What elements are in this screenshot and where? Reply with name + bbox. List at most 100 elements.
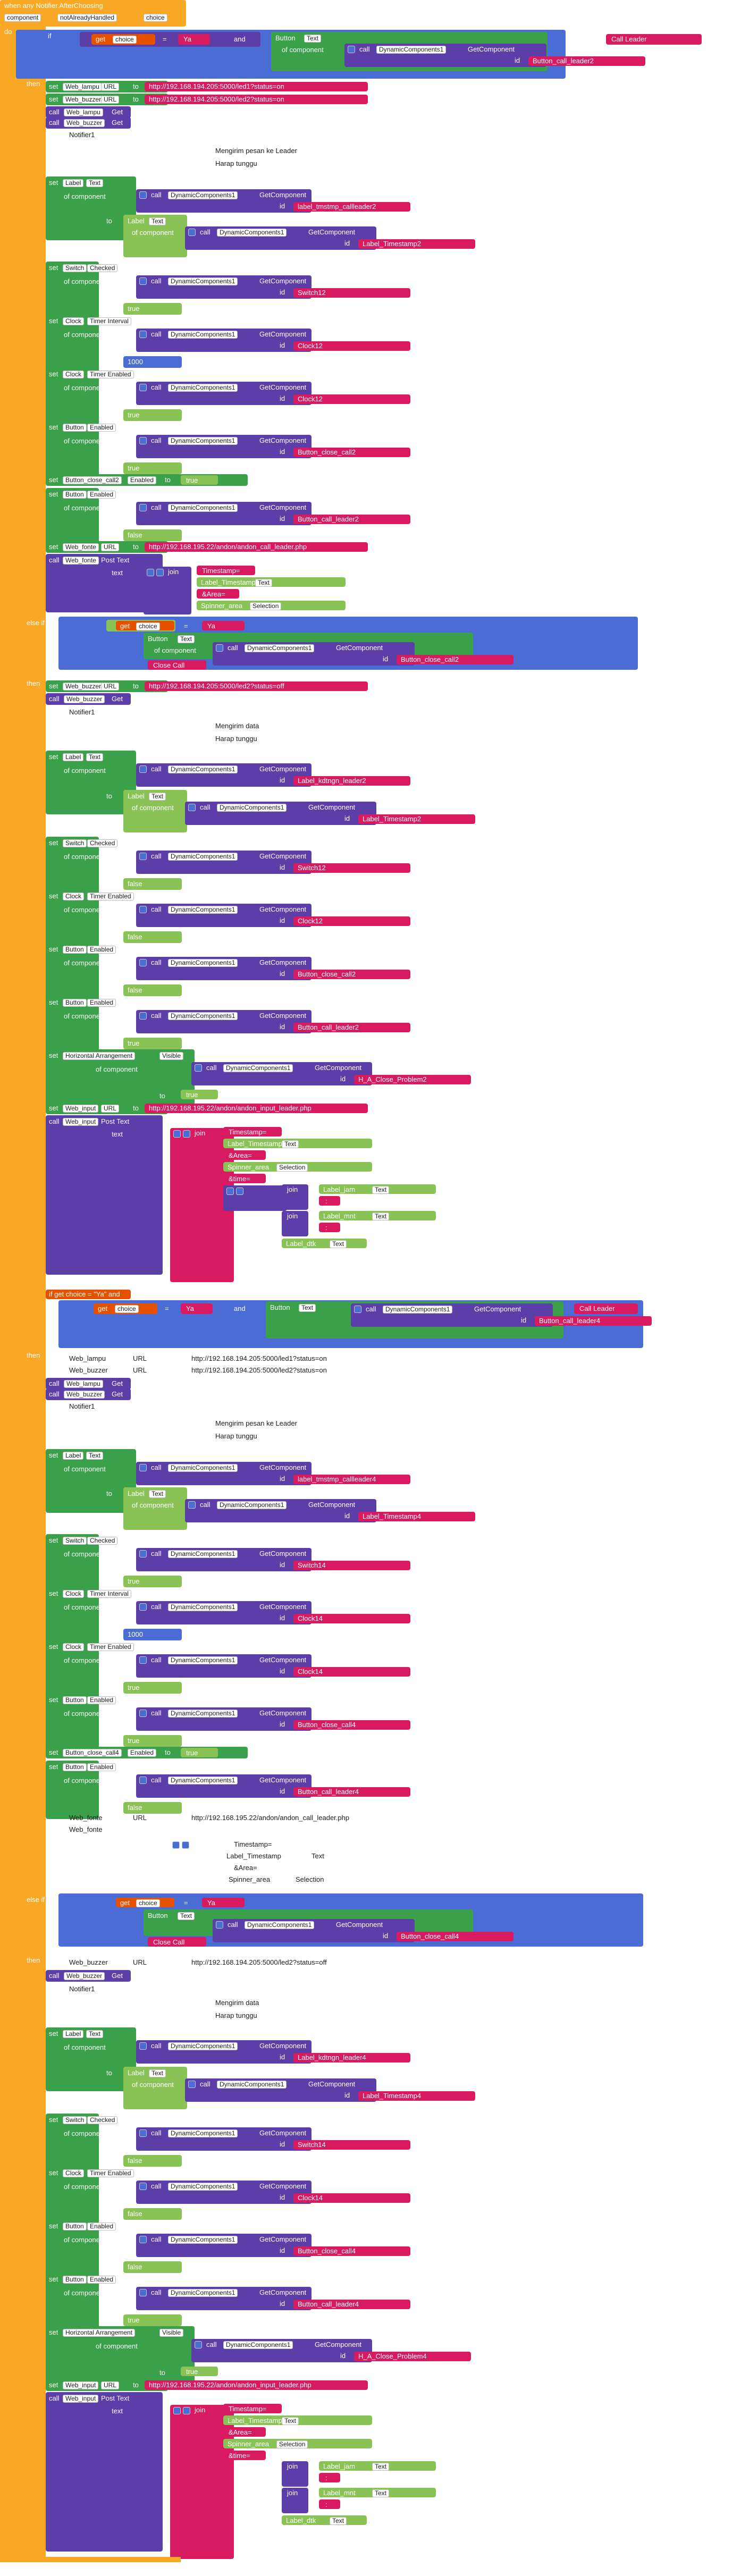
gear-icon[interactable] [156, 569, 164, 576]
text-slot[interactable]: Label [63, 179, 84, 187]
id-text-block[interactable] [293, 1561, 410, 1570]
text-slot[interactable]: Timer Enabled [87, 1643, 134, 1651]
text-slot[interactable]: DynamicComponents1 [383, 1306, 453, 1314]
text-block[interactable] [319, 2473, 340, 2482]
text-slot[interactable]: DynamicComponents1 [168, 437, 238, 445]
text-slot[interactable]: DynamicComponents1 [168, 191, 238, 199]
join-block[interactable] [282, 2488, 308, 2513]
text-block[interactable] [574, 1303, 638, 1314]
text-slot[interactable]: DynamicComponents1 [217, 804, 287, 812]
id-text-block[interactable] [358, 239, 475, 249]
text-slot[interactable]: Button_close_call4 [63, 1749, 122, 1757]
id-text-block[interactable] [293, 916, 410, 926]
text-slot[interactable]: Web_input [63, 2381, 99, 2389]
id-text-block[interactable] [293, 2300, 410, 2309]
text-slot[interactable]: Text [372, 1186, 390, 1194]
text-slot[interactable]: Text [304, 35, 322, 43]
text-slot[interactable]: Text [372, 1213, 390, 1220]
text-slot[interactable]: DynamicComponents1 [168, 2183, 238, 2191]
text-slot[interactable]: DynamicComponents1 [168, 2129, 238, 2137]
text-slot[interactable]: URL [101, 83, 120, 91]
text-slot[interactable]: Button [63, 2276, 87, 2284]
gear-icon[interactable] [216, 644, 223, 652]
text-slot[interactable]: Text [178, 1912, 195, 1920]
text-slot[interactable]: Selection [276, 1164, 308, 1172]
id-text-block[interactable] [293, 341, 410, 351]
text-slot[interactable]: Button [63, 424, 87, 432]
id-text-block[interactable] [293, 970, 410, 979]
text-slot[interactable]: Text [372, 2489, 390, 2497]
gear-icon[interactable] [183, 1130, 190, 1138]
id-text-block[interactable] [293, 863, 410, 873]
id-text-block[interactable] [293, 202, 410, 212]
gear-icon[interactable] [173, 2407, 181, 2414]
gear-icon[interactable] [236, 1188, 243, 1195]
text-slot[interactable]: Clock [63, 1643, 85, 1651]
text-slot[interactable]: Clock [63, 893, 85, 900]
gear-icon[interactable] [188, 229, 196, 236]
param-not-already-handled[interactable]: notAlreadyHandled [57, 14, 117, 22]
text-slot[interactable]: DynamicComponents1 [168, 504, 238, 512]
id-text-block[interactable] [354, 2352, 471, 2361]
value-block[interactable] [123, 303, 182, 315]
value-block[interactable] [123, 2314, 182, 2326]
text-slot[interactable]: Checked [87, 264, 118, 272]
text-block[interactable] [202, 1898, 245, 1907]
text-slot[interactable]: Switch [63, 1537, 87, 1545]
param-component[interactable]: component [4, 14, 41, 22]
text-block[interactable] [223, 2427, 266, 2437]
true-block[interactable] [181, 1748, 218, 1757]
text-slot[interactable]: Button [63, 999, 87, 1007]
text-slot[interactable]: Text [149, 1490, 166, 1498]
gear-icon[interactable] [139, 191, 147, 199]
text-slot[interactable]: DynamicComponents1 [168, 1656, 238, 1664]
post-text-block[interactable] [46, 2392, 163, 2552]
gear-icon[interactable] [226, 1188, 234, 1195]
gear-icon[interactable] [188, 1501, 196, 1509]
text-slot[interactable]: DynamicComponents1 [217, 1501, 287, 1509]
text-slot[interactable]: DynamicComponents1 [376, 46, 447, 54]
text-slot[interactable]: Button [63, 2223, 87, 2230]
text-slot[interactable]: DynamicComponents1 [168, 1603, 238, 1611]
text-slot[interactable]: Enabled [87, 2223, 116, 2230]
text-slot[interactable]: Web_lampu [63, 83, 102, 91]
text-slot[interactable]: Switch [63, 2116, 87, 2124]
text-slot[interactable]: Horizontal Arrangement [63, 2329, 136, 2337]
gear-icon[interactable] [139, 2183, 147, 2190]
text-slot[interactable]: Web_fonte [63, 543, 99, 551]
value-block[interactable] [123, 984, 182, 996]
gear-icon[interactable] [139, 2289, 147, 2296]
gear-icon[interactable] [139, 1464, 147, 1471]
value-block[interactable] [123, 356, 182, 368]
if-header-block[interactable] [46, 1290, 131, 1299]
text-slot[interactable]: Enabled [87, 1696, 116, 1704]
join-block[interactable] [282, 1211, 308, 1236]
id-text-block[interactable] [293, 1475, 410, 1484]
text-block[interactable] [223, 2451, 266, 2460]
gear-icon[interactable] [139, 331, 147, 338]
value-block[interactable] [123, 1735, 182, 1747]
text-slot[interactable]: Web_input [63, 1105, 99, 1113]
id-text-block[interactable] [293, 288, 410, 298]
text-slot[interactable]: Text [86, 179, 104, 187]
gear-icon[interactable] [139, 765, 147, 773]
value-block[interactable] [123, 878, 182, 890]
text-slot[interactable]: Clock [63, 2169, 85, 2177]
gear-icon[interactable] [139, 1012, 147, 1020]
text-slot[interactable]: URL [101, 683, 120, 691]
gear-icon[interactable] [195, 2341, 202, 2348]
text-slot[interactable]: Clock [63, 371, 85, 378]
text-slot[interactable]: Timer Enabled [87, 2169, 134, 2177]
text-block[interactable] [223, 1174, 266, 1183]
text-slot[interactable]: URL [101, 1105, 120, 1113]
text-slot[interactable]: Timer Interval [87, 1590, 131, 1598]
gear-icon[interactable] [348, 46, 355, 53]
text-slot[interactable]: Text [282, 2417, 299, 2425]
value-block[interactable] [123, 409, 182, 421]
id-text-block[interactable] [397, 1932, 513, 1941]
text-slot[interactable]: Clock [63, 1590, 85, 1598]
text-slot[interactable]: DynamicComponents1 [168, 1550, 238, 1558]
text-slot[interactable]: DynamicComponents1 [245, 644, 315, 652]
gear-icon[interactable] [188, 804, 196, 811]
gear-icon[interactable] [173, 1130, 181, 1138]
